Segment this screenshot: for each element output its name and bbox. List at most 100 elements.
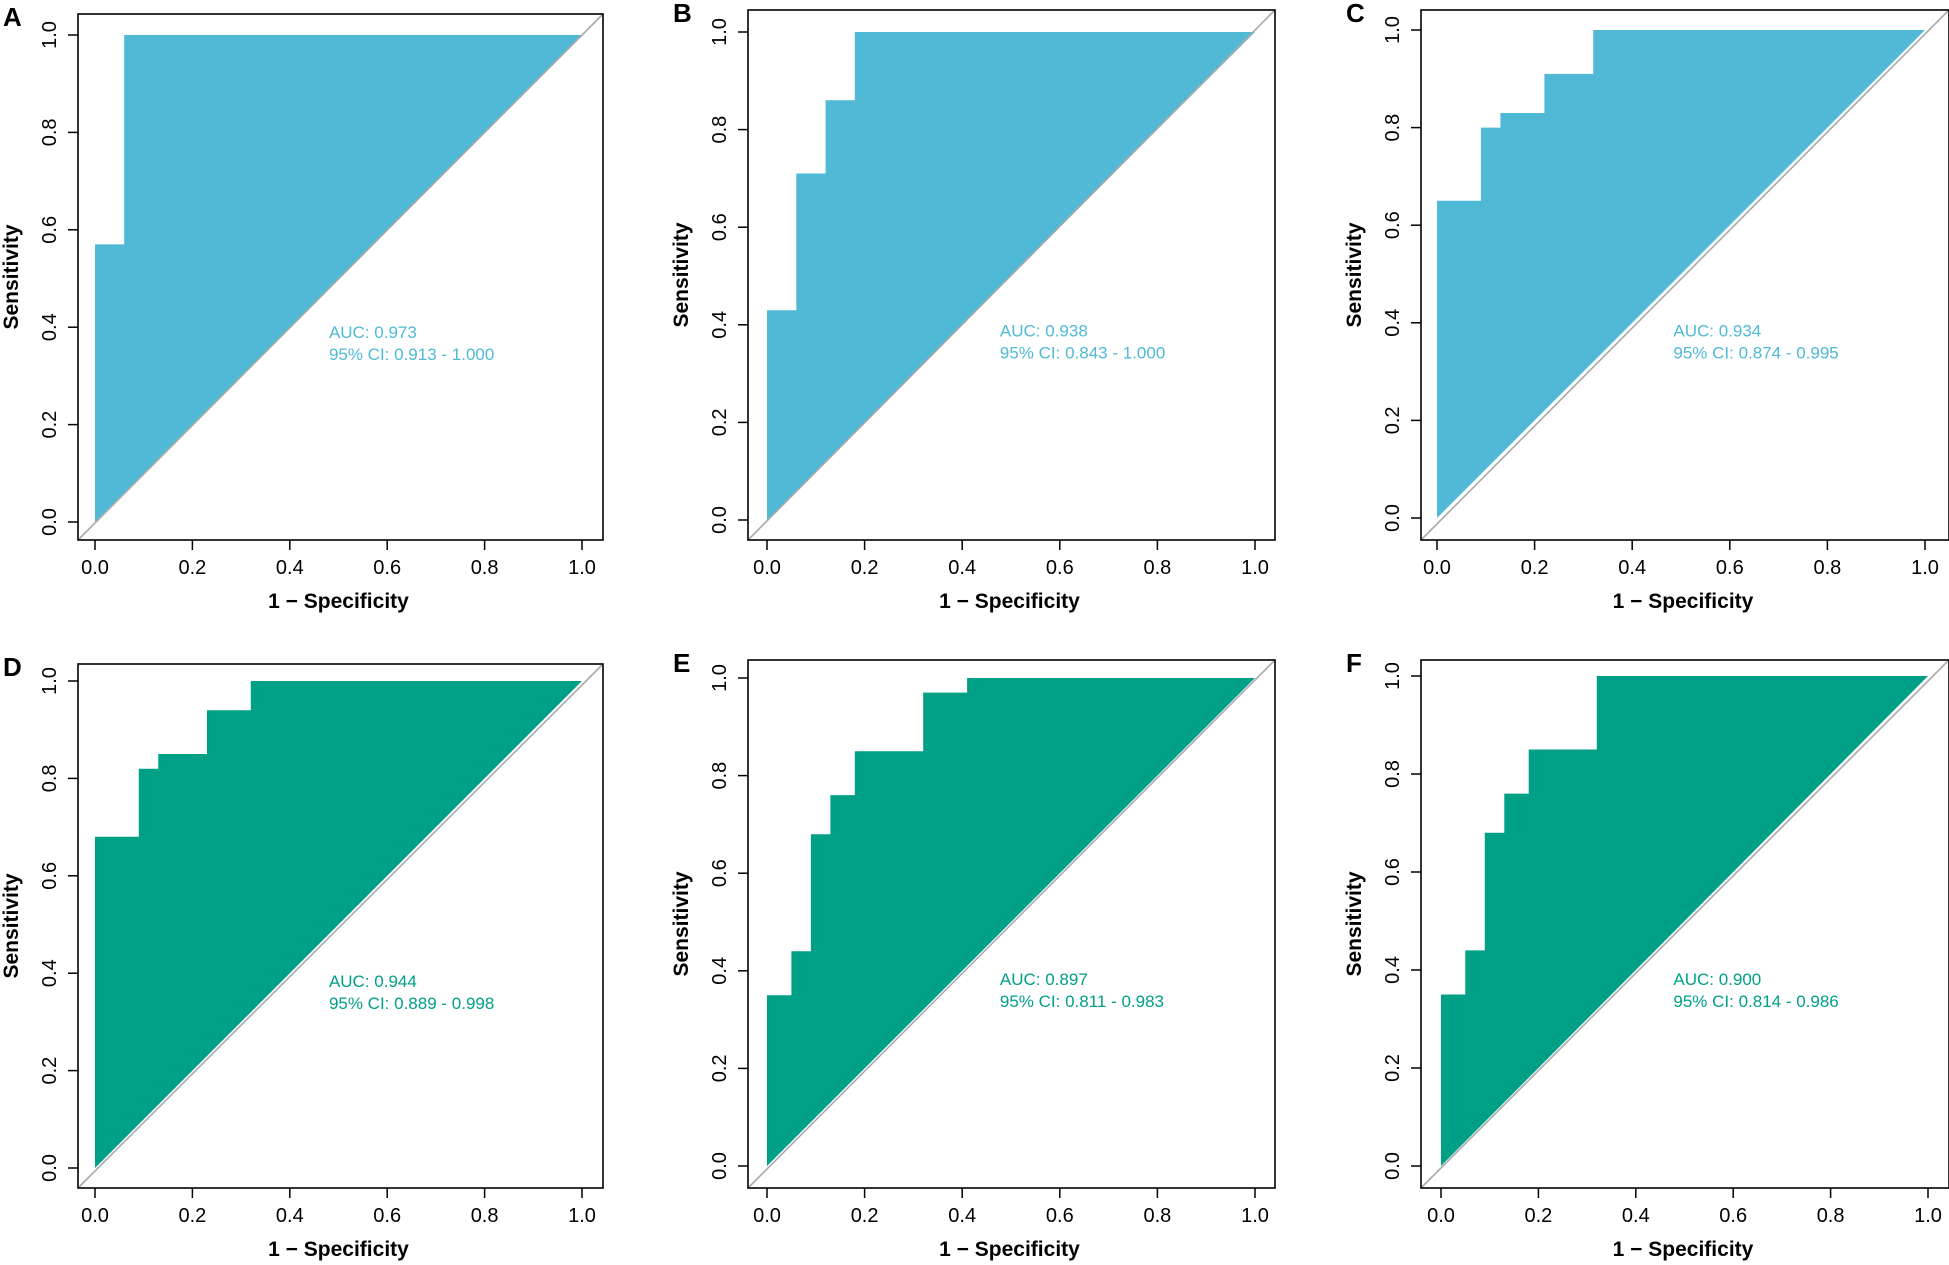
roc-auc-area xyxy=(1437,30,1925,518)
ci-label: 95% CI: 0.811 - 0.983 xyxy=(1000,992,1164,1011)
x-tick-label: 0.8 xyxy=(471,1205,499,1227)
x-tick-label: 0.4 xyxy=(948,557,976,579)
y-tick-label: 1.0 xyxy=(709,664,731,692)
x-tick-label: 0.8 xyxy=(1817,1205,1845,1227)
y-tick-label: 0.2 xyxy=(709,1054,731,1082)
auc-label: AUC: 0.973 xyxy=(329,323,417,342)
reference-diagonal xyxy=(1420,9,1949,541)
x-tick-label: 0.8 xyxy=(471,557,499,579)
x-tick-label: 0.6 xyxy=(1046,557,1074,579)
y-axis-title: Sensitivity xyxy=(670,222,693,327)
x-tick-label: 0.4 xyxy=(1622,1205,1650,1227)
x-tick-label: 0.2 xyxy=(178,1205,206,1227)
x-tick-label: 1.0 xyxy=(1241,557,1269,579)
y-tick-label: 1.0 xyxy=(39,21,61,49)
x-tick-label: 0.8 xyxy=(1143,1205,1171,1227)
x-tick-label: 0.4 xyxy=(948,1205,976,1227)
y-tick-label: 0.4 xyxy=(709,957,731,985)
y-tick-label: 0.0 xyxy=(39,1154,61,1182)
y-tick-label: 0.8 xyxy=(1382,114,1404,142)
reference-diagonal xyxy=(77,13,604,541)
auc-label: AUC: 0.897 xyxy=(1000,970,1088,989)
x-axis-title: 1 − Specificity xyxy=(268,590,409,613)
x-tick-label: 0.0 xyxy=(753,1205,781,1227)
auc-label: AUC: 0.934 xyxy=(1673,321,1761,340)
y-tick-label: 0.4 xyxy=(1382,309,1404,337)
x-tick-label: 0.6 xyxy=(1719,1205,1747,1227)
y-tick-label: 0.0 xyxy=(1382,504,1404,532)
y-tick-label: 0.2 xyxy=(709,408,731,436)
panel-letter: A xyxy=(3,2,22,32)
plot-frame xyxy=(77,13,604,541)
ci-label: 95% CI: 0.913 - 1.000 xyxy=(329,345,494,364)
roc-auc-area xyxy=(767,678,1255,1166)
y-tick-label: 1.0 xyxy=(39,667,61,695)
x-tick-label: 0.2 xyxy=(851,557,879,579)
x-tick-label: 0.4 xyxy=(276,1205,304,1227)
panel-letter: C xyxy=(1346,0,1365,28)
x-tick-label: 0.2 xyxy=(851,1205,879,1227)
y-tick-label: 0.0 xyxy=(709,1152,731,1180)
roc-auc-area xyxy=(1441,676,1928,1166)
y-tick-label: 0.6 xyxy=(39,862,61,890)
roc-panel-b: 0.0 0.2 0.4 0.6 0.8 1.0 0.0 0.2 0.4 0.6 0.8 1.0 1 − … xyxy=(670,0,1276,613)
y-tick-label: 0.2 xyxy=(1382,406,1404,434)
panel-letter: E xyxy=(673,648,690,678)
x-tick-label: 0.0 xyxy=(81,557,109,579)
y-axis-title: Sensitivity xyxy=(1343,871,1366,976)
y-tick-label: 0.0 xyxy=(39,508,61,536)
y-tick-label: 1.0 xyxy=(1382,662,1404,690)
y-tick-label: 0.4 xyxy=(709,311,731,339)
x-tick-label: 1.0 xyxy=(1911,557,1939,579)
x-axis-title: 1 − Specificity xyxy=(939,1238,1080,1261)
x-tick-label: 0.0 xyxy=(1427,1205,1455,1227)
x-tick-label: 0.0 xyxy=(81,1205,109,1227)
roc-panel-f: 0.0 0.2 0.4 0.6 0.8 1.0 0.0 0.2 0.4 0.6 0.8 1.0 1 − … xyxy=(1343,648,1949,1261)
x-axis-title: 1 − Specificity xyxy=(268,1238,409,1261)
y-tick-label: 0.6 xyxy=(1382,858,1404,886)
roc-panel-d: 0.0 0.2 0.4 0.6 0.8 1.0 0.0 0.2 0.4 0.6 0.8 1.0 1 − … xyxy=(0,652,604,1261)
panel-letter: D xyxy=(3,652,22,682)
auc-label: AUC: 0.944 xyxy=(329,972,417,991)
reference-diagonal xyxy=(747,659,1276,1189)
y-tick-label: 0.4 xyxy=(1382,956,1404,984)
x-tick-label: 0.0 xyxy=(753,557,781,579)
x-tick-label: 0.2 xyxy=(1524,1205,1552,1227)
y-tick-label: 1.0 xyxy=(709,18,731,46)
y-tick-label: 1.0 xyxy=(1382,16,1404,44)
x-tick-label: 1.0 xyxy=(568,1205,596,1227)
x-tick-label: 0.6 xyxy=(1716,557,1744,579)
roc-panel-e: 0.0 0.2 0.4 0.6 0.8 1.0 0.0 0.2 0.4 0.6 0.8 1.0 1 − … xyxy=(670,648,1276,1261)
y-tick-label: 0.8 xyxy=(1382,760,1404,788)
x-axis-title: 1 − Specificity xyxy=(939,590,1080,613)
y-tick-label: 0.8 xyxy=(39,764,61,792)
x-tick-label: 0.6 xyxy=(373,557,401,579)
plot-frame xyxy=(77,663,604,1189)
x-axis-title: 1 − Specificity xyxy=(1613,1238,1754,1261)
y-tick-label: 0.0 xyxy=(1382,1152,1404,1180)
plot-frame xyxy=(747,659,1276,1189)
y-tick-label: 0.6 xyxy=(709,213,731,241)
y-tick-label: 0.8 xyxy=(709,116,731,144)
panel-letter: B xyxy=(673,0,692,28)
panel-letter: F xyxy=(1346,648,1362,678)
roc-panel-a: 0.0 0.2 0.4 0.6 0.8 1.0 0.0 0.2 0.4 0.6 0.8 1.0 1 − … xyxy=(0,2,604,613)
ci-label: 95% CI: 0.889 - 0.998 xyxy=(329,994,494,1013)
x-tick-label: 1.0 xyxy=(568,557,596,579)
y-tick-label: 0.6 xyxy=(1382,211,1404,239)
y-tick-label: 0.4 xyxy=(39,959,61,987)
plot-frame xyxy=(747,9,1276,541)
x-tick-label: 0.4 xyxy=(276,557,304,579)
auc-label: AUC: 0.900 xyxy=(1673,970,1761,989)
reference-diagonal xyxy=(77,663,604,1189)
reference-diagonal xyxy=(1420,659,1949,1189)
y-axis-title: Sensitivity xyxy=(670,871,693,976)
y-tick-label: 0.6 xyxy=(709,859,731,887)
x-tick-label: 0.6 xyxy=(373,1205,401,1227)
ci-label: 95% CI: 0.874 - 0.995 xyxy=(1673,343,1838,362)
x-tick-label: 0.2 xyxy=(1521,557,1549,579)
x-tick-label: 0.8 xyxy=(1813,557,1841,579)
auc-label: AUC: 0.938 xyxy=(1000,321,1088,340)
roc-panel-c: 0.0 0.2 0.4 0.6 0.8 1.0 0.0 0.2 0.4 0.6 0.8 1.0 1 − … xyxy=(1343,0,1949,613)
